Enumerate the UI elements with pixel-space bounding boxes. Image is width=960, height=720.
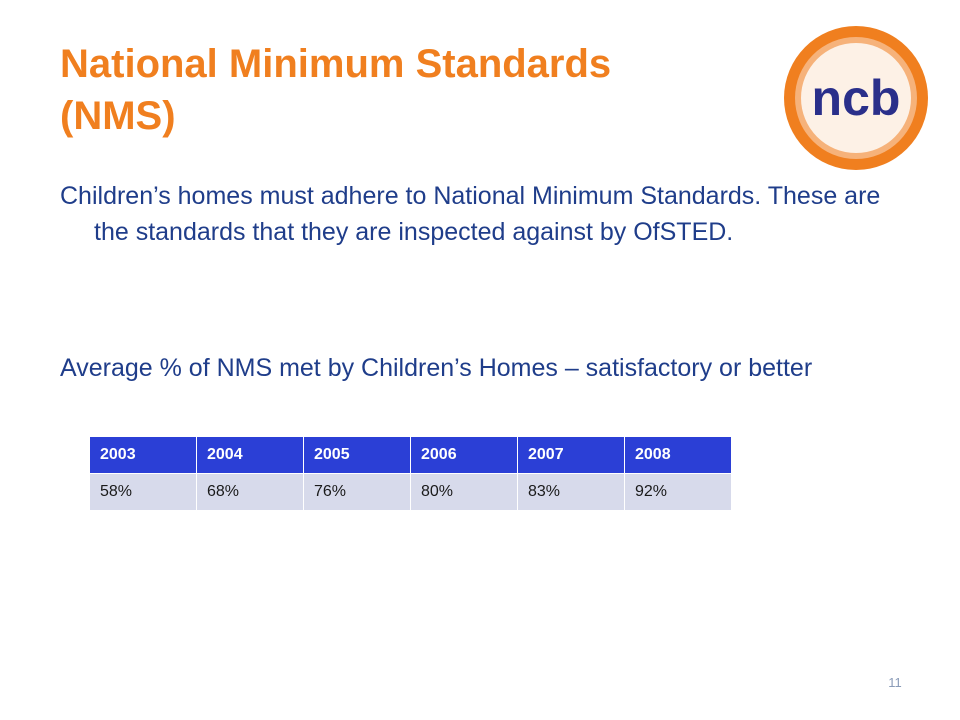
table-cell: 83% (517, 473, 625, 511)
ncb-logo: ncb (784, 26, 928, 170)
slide-title: National Minimum Standards (NMS) (60, 38, 760, 142)
table-cell: 80% (410, 473, 518, 511)
title-line-2: (NMS) (60, 94, 176, 138)
logo-inner-disc (801, 43, 911, 153)
table-header-cell: 2008 (624, 436, 732, 474)
table-cell: 68% (196, 473, 304, 511)
nms-description: Children’s homes must adhere to National… (60, 182, 881, 246)
table-header-cell: 2004 (196, 436, 304, 474)
table-header-cell: 2007 (517, 436, 625, 474)
table-cell: 58% (89, 473, 197, 511)
nms-percentage-table: 2003 2004 2005 2006 2007 2008 58% 68% 76… (89, 436, 732, 511)
logo-text: ncb (812, 70, 901, 126)
nms-average-heading: Average % of NMS met by Children’s Homes… (60, 354, 813, 382)
table-cell: 92% (624, 473, 732, 511)
table-header-cell: 2003 (89, 436, 197, 474)
title-line-1: National Minimum Standards (60, 42, 612, 86)
table-cell: 76% (303, 473, 411, 511)
table-header-row: 2003 2004 2005 2006 2007 2008 (89, 436, 732, 474)
table-header-cell: 2006 (410, 436, 518, 474)
slide-number: 11 (888, 675, 902, 690)
table-header-cell: 2005 (303, 436, 411, 474)
table-row: 58% 68% 76% 80% 83% 92% (89, 473, 732, 511)
